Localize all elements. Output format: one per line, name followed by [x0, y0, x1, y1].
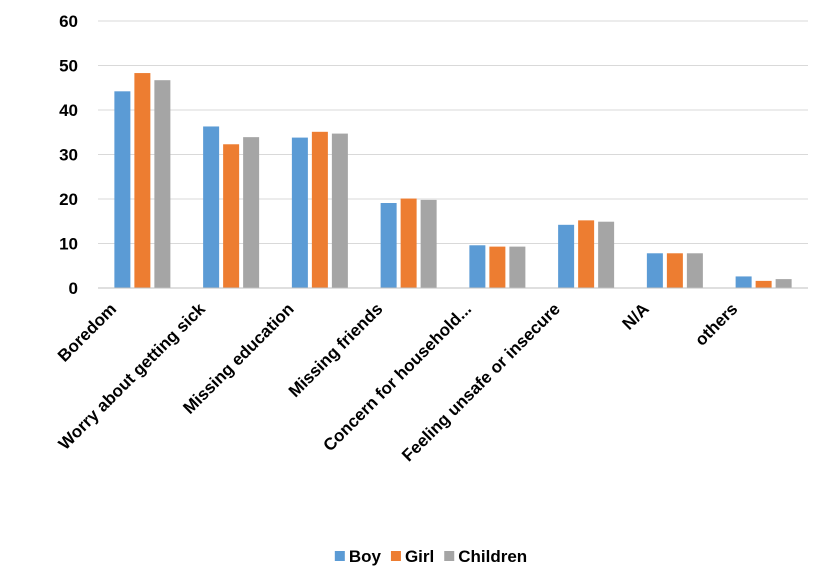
- legend-label-children: Children: [458, 547, 527, 566]
- y-tick-label: 20: [59, 190, 78, 209]
- bar-girl: [134, 73, 151, 288]
- bar-girl: [400, 198, 417, 288]
- bar-girl: [666, 253, 683, 288]
- bar-boy: [469, 245, 486, 288]
- category-label: Concern for household...: [320, 299, 476, 455]
- y-axis-ticks: 0 10 20 30 40 50 60: [59, 12, 78, 298]
- bars: [114, 73, 792, 288]
- y-tick-label: 0: [69, 279, 78, 298]
- bar-boy: [558, 224, 575, 288]
- legend-swatch-children: [444, 551, 455, 561]
- category-label: Missing friends: [285, 299, 387, 401]
- bar-girl: [755, 280, 772, 288]
- bar-boy: [646, 253, 663, 288]
- bar-girl: [311, 131, 328, 288]
- y-tick-label: 40: [59, 101, 78, 120]
- category-label: Worry about getting sick: [55, 299, 210, 454]
- bar-boy: [203, 126, 220, 288]
- bar-children: [243, 137, 260, 288]
- category-label: Boredom: [54, 299, 120, 365]
- y-tick-label: 60: [59, 12, 78, 31]
- bar-boy: [291, 137, 308, 288]
- category-label: Feeling unsafe or insecure: [398, 299, 564, 465]
- bar-girl: [223, 144, 240, 288]
- bar-children: [331, 133, 348, 288]
- bar-boy: [114, 91, 131, 288]
- legend-swatch-girl: [390, 551, 401, 561]
- bar-girl: [489, 246, 506, 288]
- category-label: others: [691, 299, 741, 349]
- legend-label-boy: Boy: [349, 547, 382, 566]
- bar-girl: [578, 220, 595, 288]
- y-tick-label: 50: [59, 57, 78, 76]
- bar-children: [598, 221, 615, 288]
- bar-children: [686, 253, 703, 288]
- legend-swatch-boy: [334, 551, 345, 561]
- legend-label-girl: Girl: [405, 547, 434, 566]
- bar-children: [775, 279, 792, 288]
- legend: Boy Girl Children: [334, 547, 527, 566]
- bar-children: [509, 246, 526, 288]
- category-label: N/A: [619, 299, 653, 333]
- bar-boy: [735, 276, 752, 288]
- y-tick-label: 30: [59, 146, 78, 165]
- bar-boy: [380, 203, 397, 288]
- bar-children: [154, 80, 171, 288]
- y-tick-label: 10: [59, 235, 78, 254]
- bar-children: [420, 199, 437, 288]
